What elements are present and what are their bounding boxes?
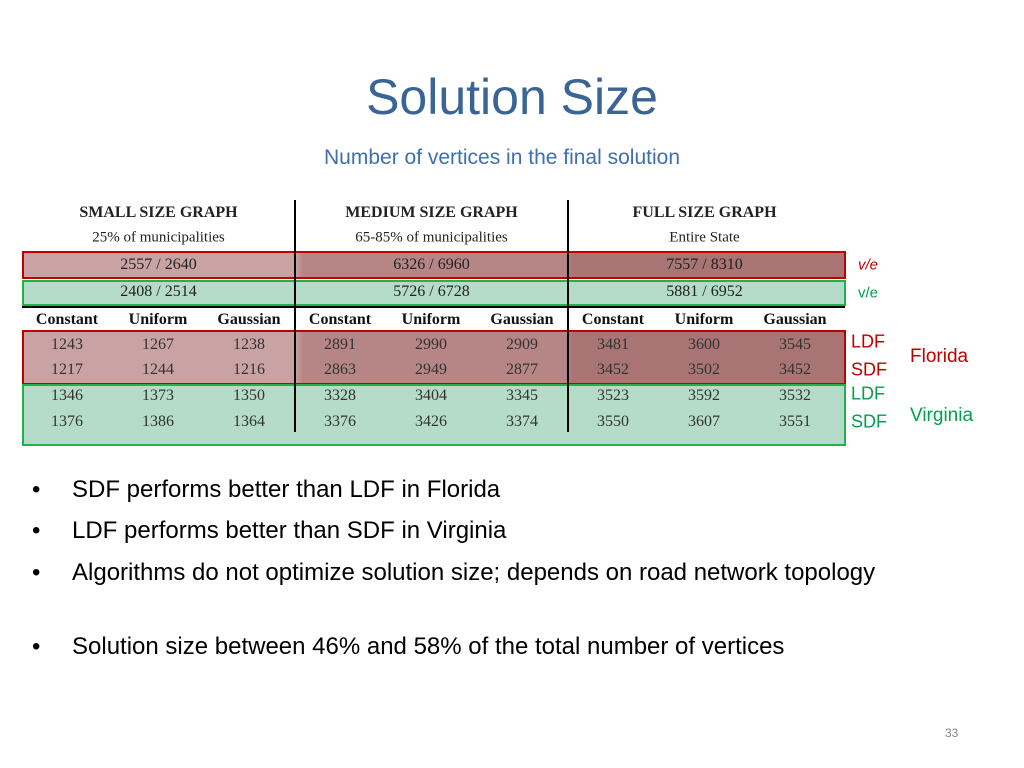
table-cell: 3523	[597, 387, 629, 404]
group-title: SMALL SIZE GRAPH	[79, 204, 238, 221]
ratio-cell: 2408 / 2514	[120, 283, 197, 300]
table-cell: 3345	[506, 387, 538, 404]
data-box-virginia	[22, 384, 846, 446]
ratio-label: v/e	[858, 284, 879, 302]
group-subtitle: 65-85% of municipalities	[355, 229, 508, 246]
table-cell: 3481	[597, 336, 629, 353]
table-cell: 1267	[142, 336, 174, 353]
table-cell: 3328	[324, 387, 356, 404]
table-cell: 3592	[688, 387, 720, 404]
ratio-cell: 5881 / 6952	[666, 283, 743, 300]
table-cell: 1373	[142, 387, 174, 404]
table-cell: 1350	[233, 387, 265, 404]
table-cell: 1243	[51, 336, 83, 353]
bullet-text: Solution size between 46% and 58% of the…	[72, 633, 785, 660]
table-cell: 1216	[233, 361, 265, 378]
ratio-cell: 7557 / 8310	[666, 256, 743, 273]
column-separator	[294, 200, 296, 432]
table-cell: 3374	[506, 413, 538, 430]
group-subtitle: Entire State	[669, 229, 740, 246]
table-cell: 3502	[688, 361, 720, 378]
column-header: Constant	[581, 311, 645, 328]
table-cell: 2909	[506, 336, 538, 353]
bullet-text: LDF performs better than SDF in Virginia	[72, 517, 507, 544]
bullet-dot: •	[32, 633, 41, 660]
table-cell: 2949	[415, 361, 447, 378]
table-cell: 3532	[779, 387, 811, 404]
column-header: Constant	[308, 311, 372, 328]
group-title: MEDIUM SIZE GRAPH	[345, 204, 518, 221]
column-separator	[567, 200, 569, 432]
table-cell: 2877	[506, 361, 538, 378]
row-label: SDF	[851, 359, 887, 380]
ratio-box-virginia	[22, 280, 846, 306]
column-header: Gaussian	[490, 311, 554, 328]
row-label: LDF	[851, 331, 886, 352]
slide-title: Solution Size	[366, 69, 658, 125]
column-header: Uniform	[128, 311, 188, 328]
bullet-dot: •	[32, 476, 41, 503]
row-label: SDF	[851, 411, 887, 432]
page-number: 33	[945, 726, 959, 740]
table-cell: 1376	[51, 413, 83, 430]
group-title: FULL SIZE GRAPH	[632, 204, 777, 221]
region-label: Florida	[910, 346, 969, 367]
table-cell: 3426	[415, 413, 447, 430]
table-cell: 3551	[779, 413, 811, 430]
table-cell: 1364	[233, 413, 265, 430]
column-header: Gaussian	[217, 311, 281, 328]
table-cell: 3550	[597, 413, 629, 430]
column-header: Uniform	[401, 311, 461, 328]
ratio-cell: 2557 / 2640	[120, 256, 197, 273]
table-cell: 2863	[324, 361, 356, 378]
table-cell: 2891	[324, 336, 356, 353]
table-cell: 1386	[142, 413, 174, 430]
ratio-cell: 6326 / 6960	[393, 256, 470, 273]
group-subtitle: 25% of municipalities	[92, 229, 225, 246]
row-label: LDF	[851, 383, 886, 404]
column-header: Uniform	[674, 311, 734, 328]
region-label: Virginia	[910, 405, 974, 426]
column-header: Constant	[35, 311, 99, 328]
table-cell: 3607	[688, 413, 720, 430]
header-rule	[22, 306, 845, 308]
column-header: Gaussian	[763, 311, 827, 328]
bullet-text: SDF performs better than LDF in Florida	[72, 476, 501, 503]
table-cell: 1346	[51, 387, 83, 404]
table-cell: 3376	[324, 413, 356, 430]
table-cell: 3404	[415, 387, 447, 404]
table-cell: 1217	[51, 361, 83, 378]
table-cell: 3452	[597, 361, 629, 378]
ratio-box-florida	[22, 251, 846, 279]
table-cell: 2990	[415, 336, 447, 353]
ratio-cell: 5726 / 6728	[393, 283, 470, 300]
table-cell: 3545	[779, 336, 811, 353]
ratio-label: v/e	[858, 256, 879, 274]
table-cell: 1244	[142, 361, 174, 378]
subtitle: Number of vertices in the final solution	[323, 146, 681, 169]
table-cell: 1238	[233, 336, 265, 353]
table-cell: 3452	[779, 361, 811, 378]
data-box-florida	[22, 330, 846, 385]
bullet-dot: •	[32, 517, 41, 544]
bullet-text: Algorithms do not optimize solution size…	[72, 559, 876, 586]
bullet-dot: •	[32, 559, 41, 586]
table-cell: 3600	[688, 336, 720, 353]
